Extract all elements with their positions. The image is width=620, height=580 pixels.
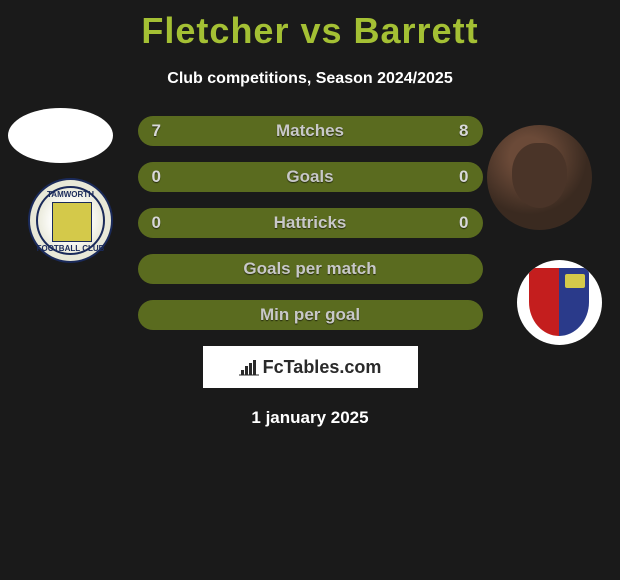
stat-row: 0 Goals 0	[138, 162, 483, 192]
player-right-avatar	[487, 125, 592, 230]
stat-label: Min per goal	[182, 305, 439, 325]
page-title: Fletcher vs Barrett	[0, 0, 620, 52]
date-text: 1 january 2025	[0, 408, 620, 428]
chart-icon	[239, 358, 259, 376]
stat-right-value: 8	[439, 121, 469, 141]
stat-label: Matches	[182, 121, 439, 141]
stat-label: Hattricks	[182, 213, 439, 233]
badge-left-text-top: TAMWORTH	[30, 190, 111, 199]
player-left-avatar	[8, 108, 113, 163]
stat-left-value: 0	[152, 167, 182, 187]
stat-left-value: 0	[152, 213, 182, 233]
branding-box: FcTables.com	[203, 346, 418, 388]
stat-row: 7 Matches 8	[138, 116, 483, 146]
stats-container: 7 Matches 8 0 Goals 0 0 Hattricks 0 Goal…	[138, 116, 483, 330]
stat-right-value: 0	[439, 167, 469, 187]
badge-left-text-bottom: FOOTBALL CLUB	[30, 244, 111, 253]
stat-label: Goals per match	[182, 259, 439, 279]
branding-text: FcTables.com	[263, 357, 382, 378]
stat-label: Goals	[182, 167, 439, 187]
team-left-badge: TAMWORTH FOOTBALL CLUB	[28, 178, 113, 263]
stat-right-value: 0	[439, 213, 469, 233]
stat-row: 0 Hattricks 0	[138, 208, 483, 238]
stat-row: Min per goal	[138, 300, 483, 330]
stat-left-value: 7	[152, 121, 182, 141]
subtitle: Club competitions, Season 2024/2025	[0, 70, 620, 88]
stat-row: Goals per match	[138, 254, 483, 284]
team-right-badge	[517, 260, 602, 345]
